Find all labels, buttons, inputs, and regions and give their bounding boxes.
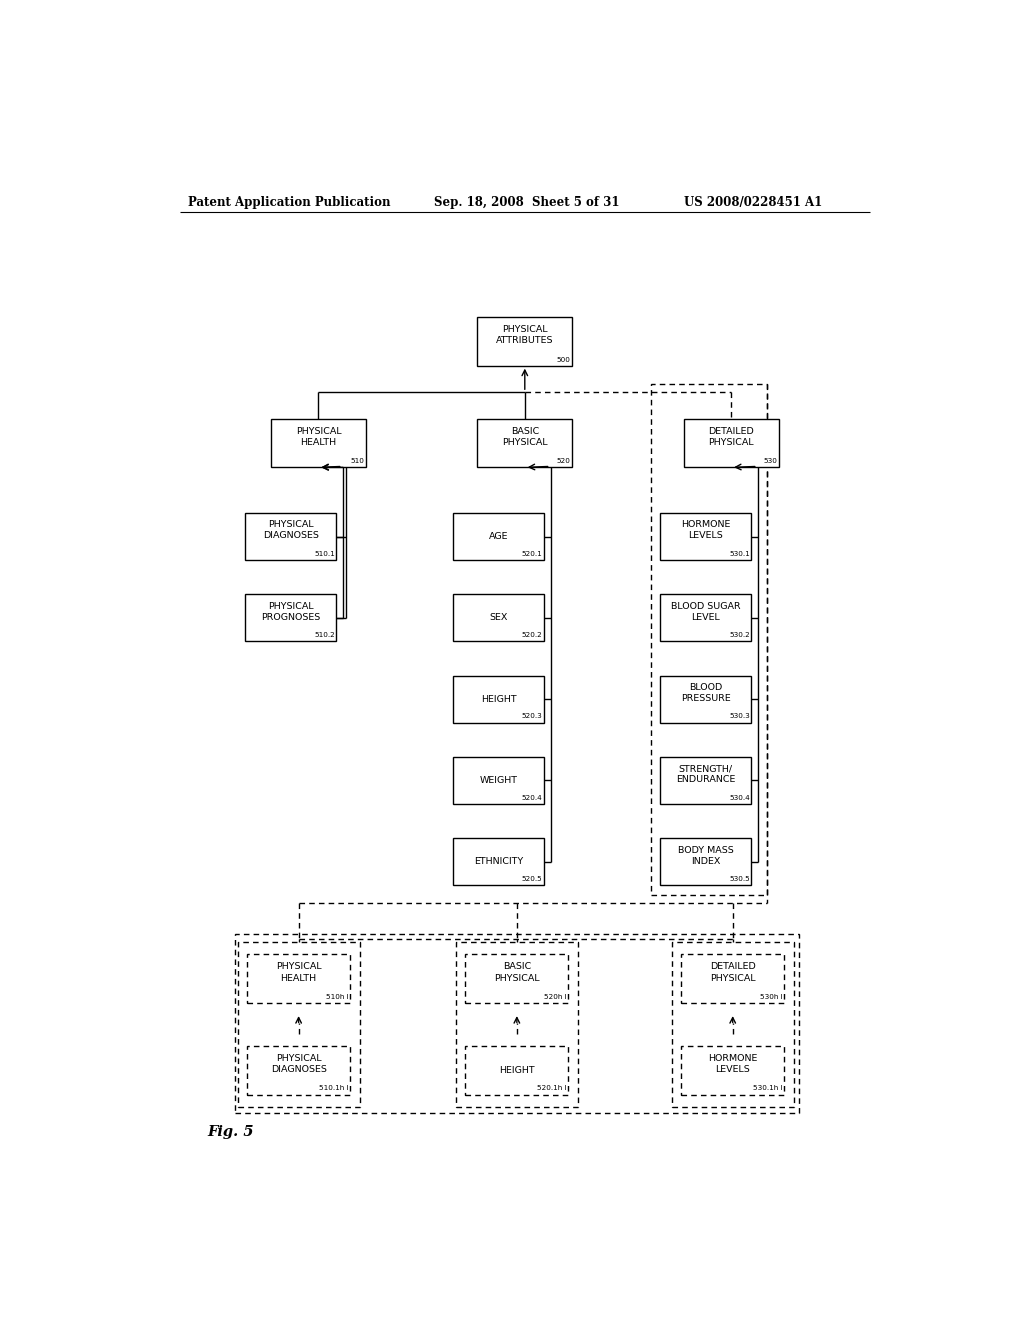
FancyBboxPatch shape xyxy=(660,758,752,804)
Bar xyxy=(456,942,578,1106)
Bar xyxy=(236,935,799,1113)
FancyBboxPatch shape xyxy=(453,594,544,642)
FancyBboxPatch shape xyxy=(660,594,752,642)
Text: 520h l: 520h l xyxy=(544,994,567,1001)
Text: 510h l: 510h l xyxy=(326,994,348,1001)
Text: AGE: AGE xyxy=(488,532,508,541)
Text: BLOOD
PRESSURE: BLOOD PRESSURE xyxy=(681,682,730,704)
Text: PHYSICAL
HEALTH: PHYSICAL HEALTH xyxy=(296,426,341,447)
Text: 520.1h l: 520.1h l xyxy=(538,1085,567,1092)
Text: 500: 500 xyxy=(557,356,570,363)
FancyBboxPatch shape xyxy=(453,513,544,560)
Text: 530.4: 530.4 xyxy=(729,795,750,801)
Text: 530.1h l: 530.1h l xyxy=(754,1085,782,1092)
Text: PHYSICAL
DIAGNOSES: PHYSICAL DIAGNOSES xyxy=(270,1053,327,1074)
Text: BASIC
PHYSICAL: BASIC PHYSICAL xyxy=(502,426,548,447)
Text: HEIGHT: HEIGHT xyxy=(481,694,516,704)
Text: 530h l: 530h l xyxy=(760,994,782,1001)
Text: DETAILED
PHYSICAL: DETAILED PHYSICAL xyxy=(710,962,756,982)
Text: SEX: SEX xyxy=(489,614,508,622)
FancyBboxPatch shape xyxy=(660,676,752,722)
Bar xyxy=(650,384,767,895)
Text: DETAILED
PHYSICAL: DETAILED PHYSICAL xyxy=(709,426,754,447)
Text: US 2008/0228451 A1: US 2008/0228451 A1 xyxy=(684,195,822,209)
Text: HEIGHT: HEIGHT xyxy=(499,1065,535,1074)
Text: Fig. 5: Fig. 5 xyxy=(207,1125,254,1139)
FancyBboxPatch shape xyxy=(660,513,752,560)
Text: 520: 520 xyxy=(557,458,570,465)
Text: 530.2: 530.2 xyxy=(729,632,750,638)
FancyBboxPatch shape xyxy=(247,954,350,1003)
FancyBboxPatch shape xyxy=(681,954,784,1003)
Text: 530.3: 530.3 xyxy=(729,713,750,719)
Text: BASIC
PHYSICAL: BASIC PHYSICAL xyxy=(494,962,540,982)
Text: STRENGTH/
ENDURANCE: STRENGTH/ ENDURANCE xyxy=(676,764,735,784)
Text: HORMONE
LEVELS: HORMONE LEVELS xyxy=(681,520,730,540)
FancyBboxPatch shape xyxy=(247,1045,350,1094)
Text: 520.2: 520.2 xyxy=(522,632,543,638)
Text: PHYSICAL
DIAGNOSES: PHYSICAL DIAGNOSES xyxy=(263,520,318,540)
FancyBboxPatch shape xyxy=(684,418,778,467)
FancyBboxPatch shape xyxy=(453,676,544,722)
Text: PHYSICAL
HEALTH: PHYSICAL HEALTH xyxy=(275,962,322,982)
Text: PHYSICAL
ATTRIBUTES: PHYSICAL ATTRIBUTES xyxy=(496,325,554,346)
Text: 520.5: 520.5 xyxy=(522,876,543,882)
FancyBboxPatch shape xyxy=(477,418,572,467)
Text: 510.2: 510.2 xyxy=(314,632,335,638)
Text: 520.4: 520.4 xyxy=(522,795,543,801)
Text: HORMONE
LEVELS: HORMONE LEVELS xyxy=(708,1053,758,1074)
FancyBboxPatch shape xyxy=(465,1045,568,1094)
FancyBboxPatch shape xyxy=(453,758,544,804)
FancyBboxPatch shape xyxy=(465,954,568,1003)
Text: 520.1: 520.1 xyxy=(522,550,543,557)
Text: 510: 510 xyxy=(350,458,365,465)
Text: 530: 530 xyxy=(763,458,777,465)
FancyBboxPatch shape xyxy=(270,418,367,467)
Text: 510.1h l: 510.1h l xyxy=(319,1085,348,1092)
FancyBboxPatch shape xyxy=(453,838,544,886)
Bar xyxy=(672,942,794,1106)
Text: WEIGHT: WEIGHT xyxy=(479,776,517,785)
Text: Patent Application Publication: Patent Application Publication xyxy=(187,195,390,209)
Text: BODY MASS
INDEX: BODY MASS INDEX xyxy=(678,846,733,866)
FancyBboxPatch shape xyxy=(245,594,336,642)
Text: 530.1: 530.1 xyxy=(729,550,750,557)
FancyBboxPatch shape xyxy=(660,838,752,886)
Text: 520.3: 520.3 xyxy=(522,713,543,719)
Bar xyxy=(238,942,359,1106)
FancyBboxPatch shape xyxy=(477,317,572,366)
Text: ETHNICITY: ETHNICITY xyxy=(474,857,523,866)
FancyBboxPatch shape xyxy=(681,1045,784,1094)
Text: PHYSICAL
PROGNOSES: PHYSICAL PROGNOSES xyxy=(261,602,321,622)
Text: 530.5: 530.5 xyxy=(729,876,750,882)
Text: BLOOD SUGAR
LEVEL: BLOOD SUGAR LEVEL xyxy=(671,602,740,622)
Text: Sep. 18, 2008  Sheet 5 of 31: Sep. 18, 2008 Sheet 5 of 31 xyxy=(433,195,620,209)
Text: 510.1: 510.1 xyxy=(314,550,335,557)
FancyBboxPatch shape xyxy=(245,513,336,560)
